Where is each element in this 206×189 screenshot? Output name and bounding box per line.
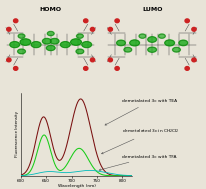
Circle shape — [13, 67, 18, 70]
Ellipse shape — [178, 40, 187, 46]
Text: demetalated 3c in CH$_2$Cl$_2$: demetalated 3c in CH$_2$Cl$_2$ — [101, 128, 179, 154]
Circle shape — [7, 27, 11, 31]
Circle shape — [108, 58, 112, 62]
Circle shape — [83, 19, 88, 23]
Circle shape — [184, 19, 188, 23]
Circle shape — [7, 58, 11, 62]
Ellipse shape — [138, 34, 145, 38]
Circle shape — [90, 58, 94, 62]
Text: LUMO: LUMO — [141, 7, 162, 12]
Ellipse shape — [76, 49, 83, 54]
Ellipse shape — [31, 42, 41, 48]
Ellipse shape — [18, 34, 25, 38]
Ellipse shape — [60, 42, 70, 48]
Circle shape — [108, 27, 112, 31]
Circle shape — [83, 67, 88, 70]
Ellipse shape — [20, 39, 31, 45]
Ellipse shape — [47, 31, 54, 36]
X-axis label: Wavelength (nm): Wavelength (nm) — [57, 184, 95, 188]
Ellipse shape — [18, 49, 25, 54]
Circle shape — [114, 19, 119, 23]
Circle shape — [114, 67, 119, 70]
Ellipse shape — [116, 40, 125, 46]
Circle shape — [184, 67, 188, 70]
Circle shape — [90, 27, 94, 31]
Ellipse shape — [123, 47, 131, 52]
Ellipse shape — [10, 42, 20, 48]
Circle shape — [191, 27, 195, 31]
Ellipse shape — [70, 39, 81, 45]
Text: demetalated 3c with TFA: demetalated 3c with TFA — [99, 155, 176, 170]
Ellipse shape — [129, 40, 139, 46]
Ellipse shape — [42, 38, 51, 44]
Ellipse shape — [147, 37, 156, 42]
Ellipse shape — [147, 47, 156, 52]
Text: HOMO: HOMO — [40, 7, 61, 12]
Ellipse shape — [46, 46, 55, 51]
Circle shape — [13, 19, 18, 23]
Ellipse shape — [81, 42, 91, 48]
Ellipse shape — [164, 40, 174, 46]
Ellipse shape — [50, 38, 59, 44]
Y-axis label: Fluorescence Intensity: Fluorescence Intensity — [15, 111, 19, 157]
Ellipse shape — [76, 34, 83, 38]
Text: demetalated 3c with TEA: demetalated 3c with TEA — [104, 99, 177, 125]
Circle shape — [191, 58, 195, 62]
Ellipse shape — [172, 47, 179, 52]
Ellipse shape — [158, 34, 164, 38]
